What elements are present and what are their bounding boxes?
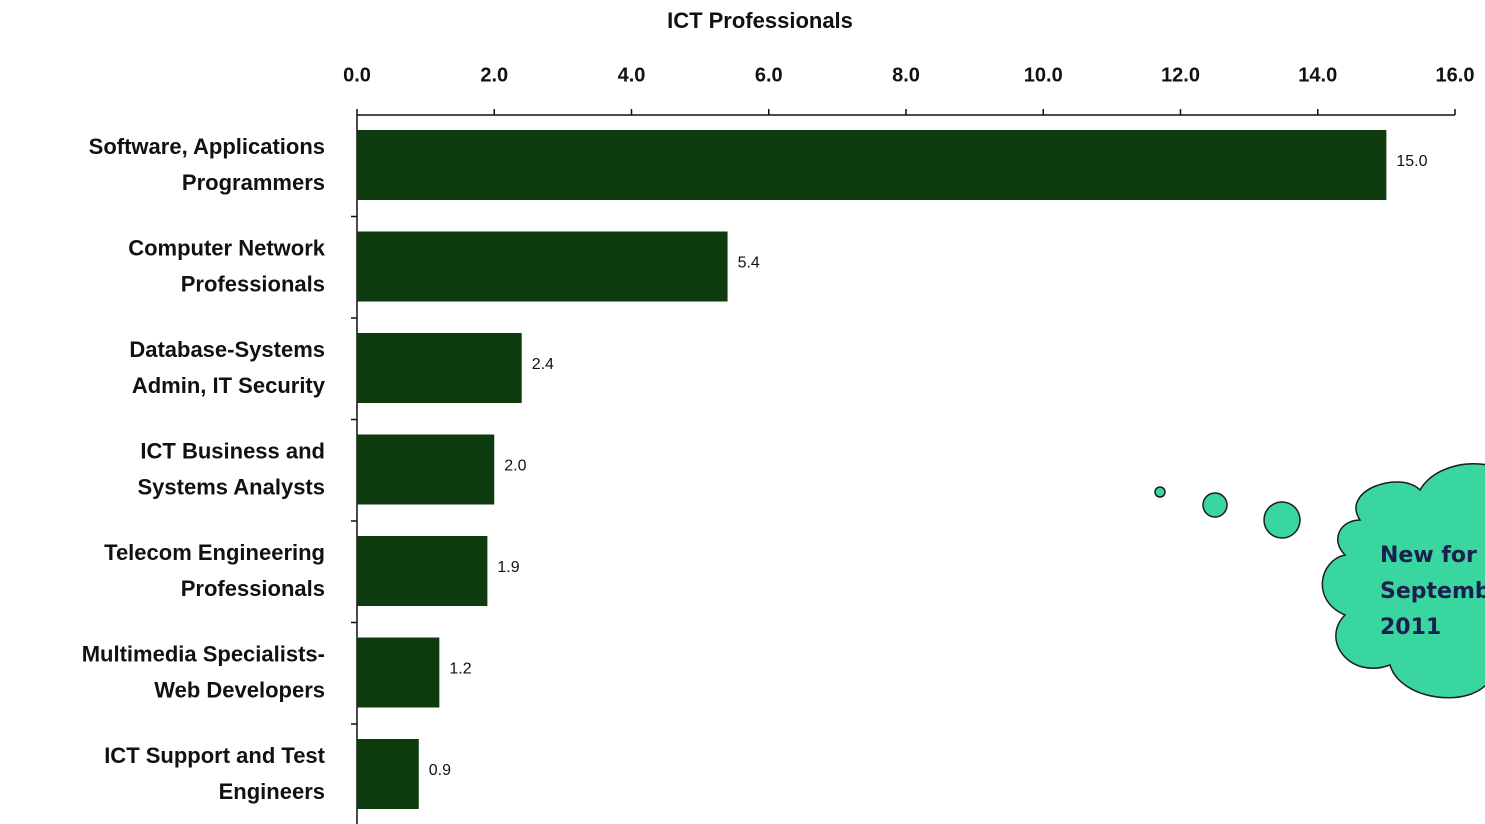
value-label: 2.4 — [532, 356, 554, 373]
bar — [357, 434, 495, 505]
y-tick-label: Telecom Engineering Professionals — [104, 540, 325, 601]
cloud — [1321, 463, 1485, 699]
annotation: New forSeptember2011 — [1380, 543, 1485, 640]
bar — [357, 130, 1387, 200]
x-tick-label: 0.0 — [343, 64, 371, 86]
bar — [357, 333, 522, 403]
value-label: 15.0 — [1396, 153, 1427, 170]
callout-cloud — [1154, 463, 1485, 699]
value-label: 5.4 — [738, 255, 760, 272]
bar — [357, 637, 440, 708]
value-label: 1.2 — [449, 661, 471, 678]
x-tick-label: 10.0 — [1024, 64, 1063, 86]
cloud-bubble — [1154, 486, 1166, 498]
y-tick-label: Software, Applications Programmers — [89, 134, 325, 195]
value-label: 0.9 — [429, 762, 451, 779]
y-tick-label: ICT Support and Test Engineers — [104, 743, 325, 804]
bar — [357, 536, 488, 606]
cloud-bubble — [1263, 501, 1301, 539]
x-tick-label: 16.0 — [1436, 64, 1475, 86]
x-tick-label: 8.0 — [892, 64, 920, 86]
bar — [357, 231, 728, 302]
y-tick-label: ICT Business and Systems Analysts — [137, 438, 325, 499]
chart-title: ICT Professionals — [667, 8, 853, 33]
value-label: 2.0 — [504, 458, 526, 475]
x-tick-label: 6.0 — [755, 64, 783, 86]
y-tick-label: Database-Systems Admin, IT Security — [129, 337, 325, 398]
y-tick-label: Multimedia Specialists-Web Developers — [82, 641, 325, 702]
value-label: 1.9 — [497, 559, 519, 576]
x-tick-label: 14.0 — [1298, 64, 1337, 86]
cloud-bubble — [1202, 492, 1228, 518]
x-tick-label: 4.0 — [618, 64, 646, 86]
x-tick-label: 12.0 — [1161, 64, 1200, 86]
y-tick-label: Computer Network Professionals — [128, 235, 326, 296]
x-tick-label: 2.0 — [480, 64, 508, 86]
bar — [357, 739, 419, 809]
